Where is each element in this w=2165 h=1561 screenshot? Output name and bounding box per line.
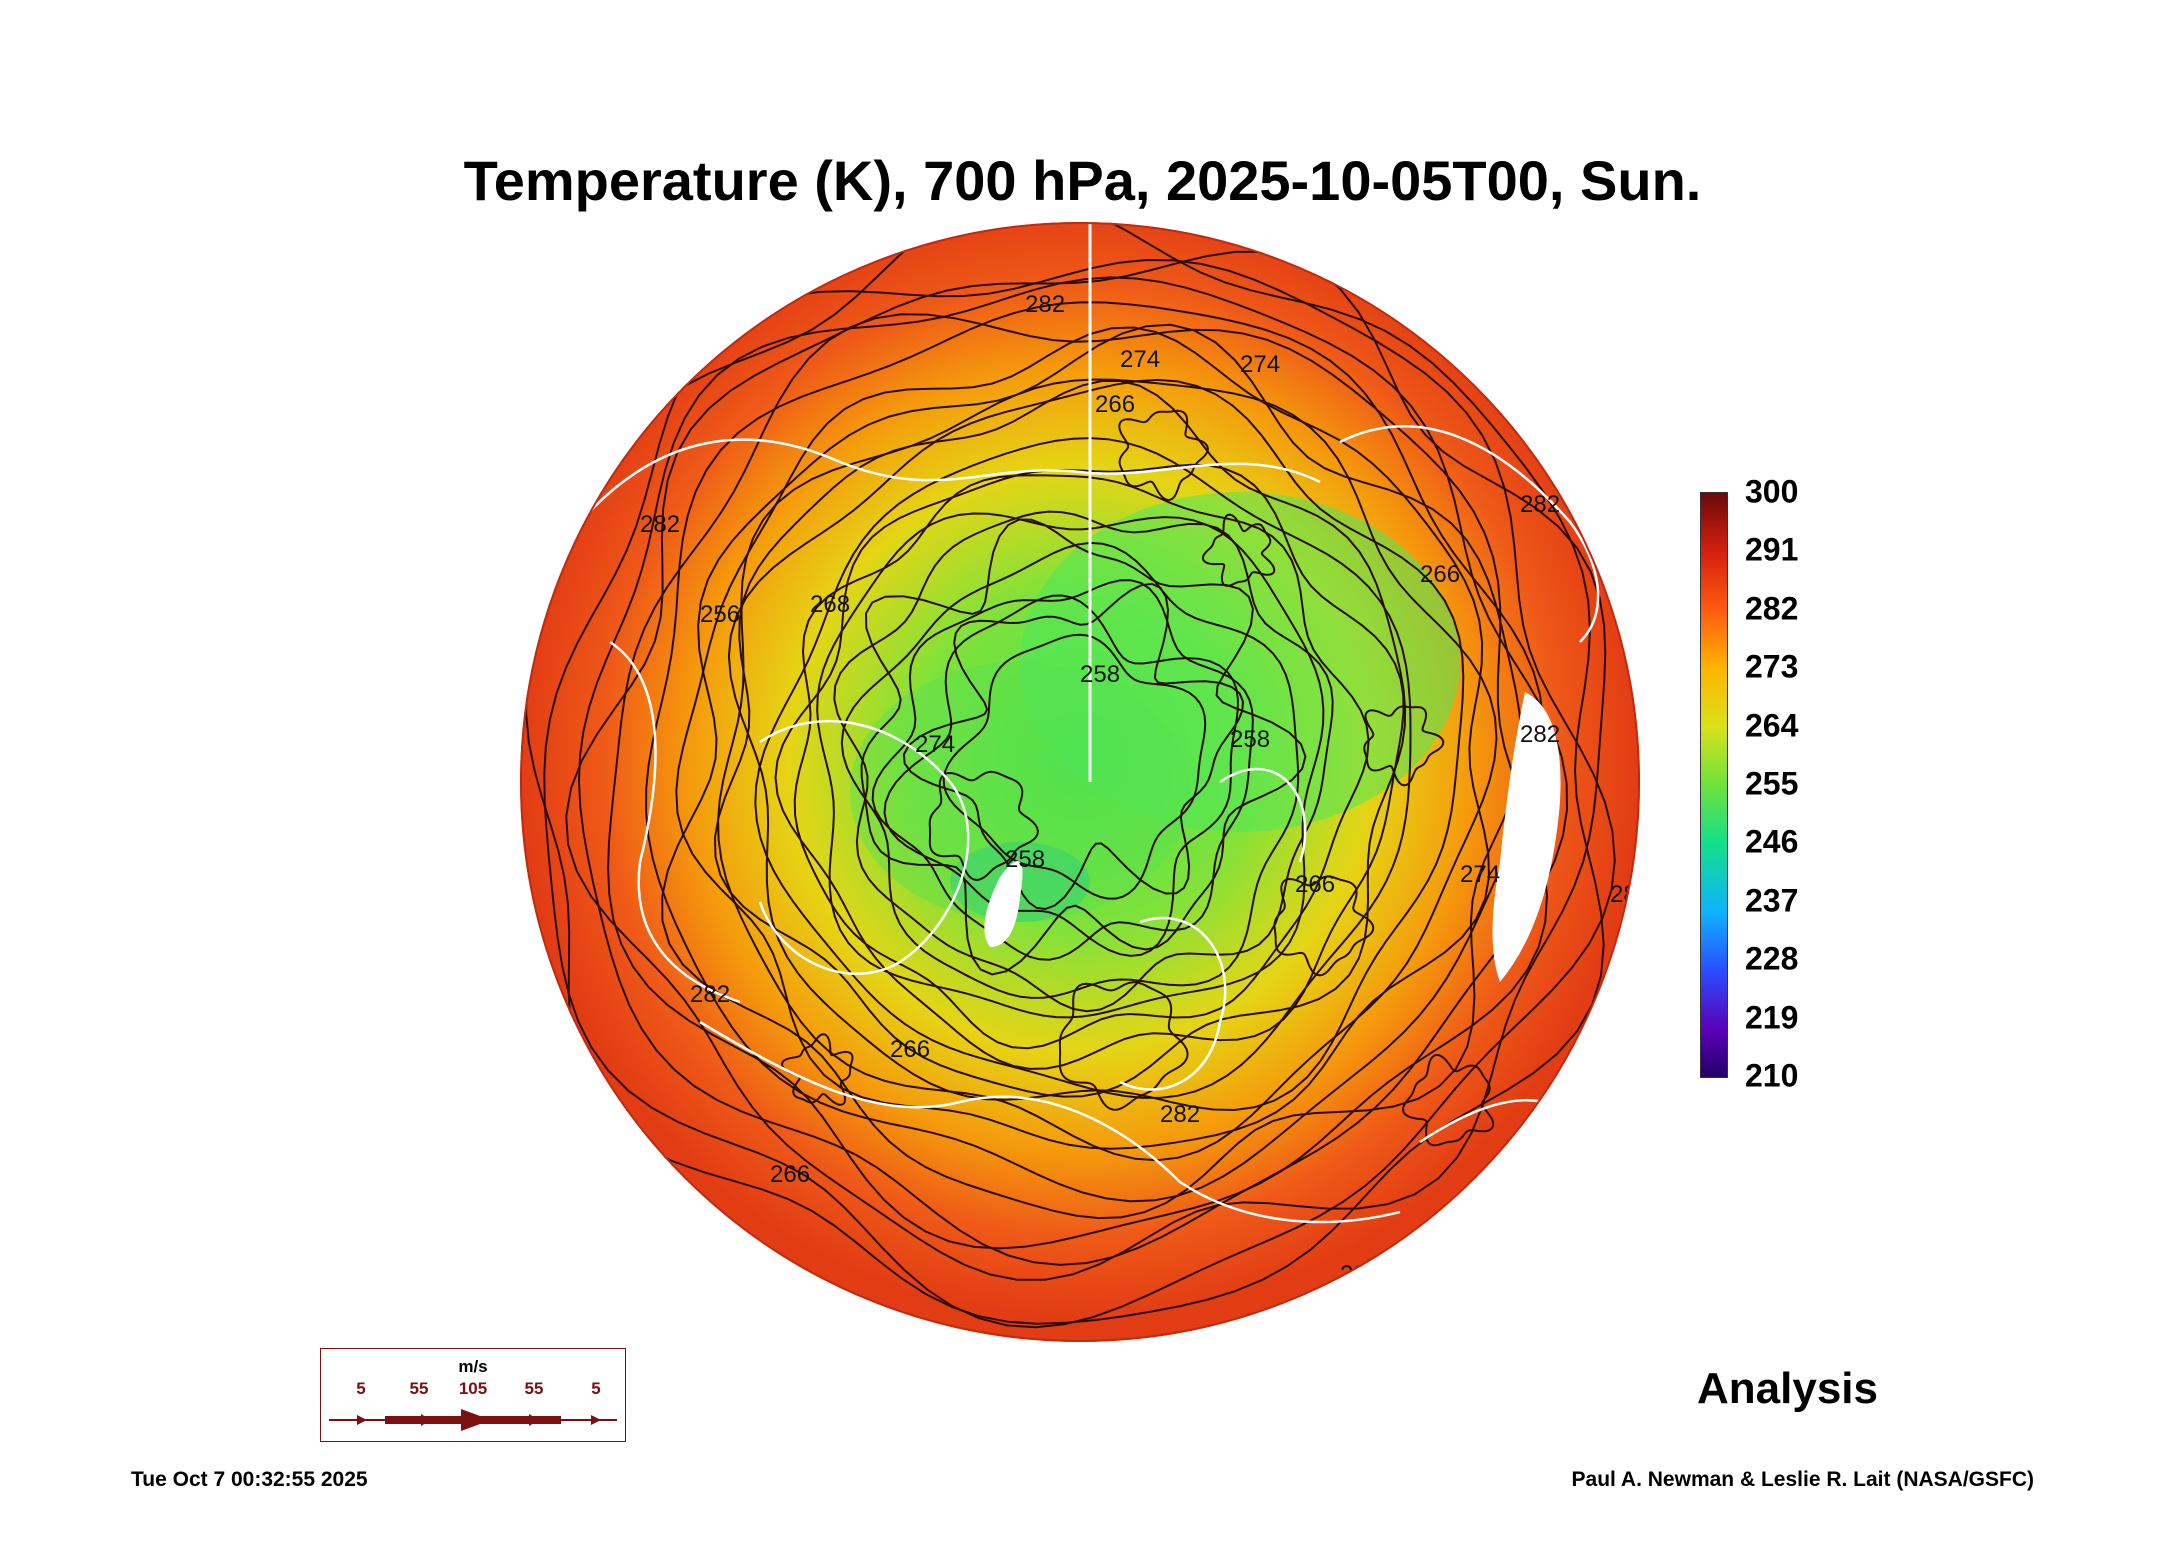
isotherm-line bbox=[577, 276, 1569, 1266]
colorbar-tick-label: 273 bbox=[1745, 648, 1799, 685]
wind-legend-label: 5 bbox=[591, 1379, 601, 1398]
snow-ice-patch bbox=[1492, 692, 1561, 982]
contour-label: 256 bbox=[700, 601, 740, 628]
isotherm-line bbox=[793, 474, 1370, 1050]
contour-label: 266 bbox=[770, 1161, 810, 1188]
isotherm-line bbox=[645, 301, 1545, 1203]
isotherm-line bbox=[860, 518, 1307, 976]
timestamp: Tue Oct 7 00:32:55 2025 bbox=[131, 1468, 368, 1491]
isotherm-line bbox=[816, 512, 1325, 1019]
cold-region bbox=[1020, 492, 1460, 832]
isotherm-line bbox=[675, 326, 1491, 1150]
colorbar-tick-label: 255 bbox=[1745, 765, 1799, 802]
wind-legend-label: 55 bbox=[524, 1379, 544, 1398]
isotherm-line bbox=[840, 541, 1300, 999]
contour-label: 258 bbox=[1080, 661, 1120, 688]
cold-region bbox=[850, 662, 1190, 922]
coastlines bbox=[579, 425, 1600, 1224]
wind-legend-arrows bbox=[329, 1409, 617, 1431]
wind-legend-label: 105 bbox=[458, 1379, 488, 1398]
contour-label: 266 bbox=[1295, 871, 1335, 898]
contour-label: 282 bbox=[1360, 1311, 1400, 1338]
contour-label: 274 bbox=[1240, 351, 1280, 378]
isotherm-line bbox=[1118, 409, 1209, 502]
contour-label: 282 bbox=[1520, 721, 1560, 748]
contour-label: 282 bbox=[1025, 291, 1065, 318]
isotherm-line bbox=[607, 313, 1549, 1250]
isotherm-line bbox=[661, 323, 1523, 1220]
isotherm-line bbox=[883, 594, 1239, 957]
contour-label: 274 bbox=[915, 731, 955, 758]
colorbar-tick-label: 228 bbox=[1745, 940, 1799, 977]
isotherm-line bbox=[833, 510, 1334, 1013]
contour-label: 274 bbox=[1460, 861, 1500, 888]
isotherm-line bbox=[1273, 875, 1375, 977]
contour-label: 282 bbox=[665, 321, 705, 348]
coastline-segment bbox=[1119, 916, 1227, 1091]
analysis-label: Analysis bbox=[1697, 1364, 1878, 1413]
temperature-contours bbox=[525, 222, 1616, 1329]
coastline-segment bbox=[1339, 425, 1600, 643]
wind-legend: m/s 5 55 105 55 5 bbox=[320, 1348, 626, 1442]
chart-title: Temperature (K), 700 hPa, 2025-10-05T00,… bbox=[463, 149, 1702, 212]
wind-legend-label: 5 bbox=[356, 1379, 366, 1398]
colorbar-tick-label: 291 bbox=[1745, 531, 1799, 568]
coastline-segment bbox=[699, 1020, 1401, 1224]
isotherm-line bbox=[1363, 705, 1445, 787]
contour-label: 282 bbox=[1160, 1101, 1200, 1128]
contour-label: 266 bbox=[890, 1036, 930, 1063]
wind-legend-unit: m/s bbox=[458, 1357, 488, 1376]
coastline-segment bbox=[579, 438, 1321, 523]
contour-label: 258 bbox=[1005, 846, 1045, 873]
coastline-segment bbox=[1219, 767, 1307, 863]
contour-label: 258 bbox=[1230, 726, 1270, 753]
colorbar-tick-label: 264 bbox=[1745, 707, 1799, 744]
contour-label: 274 bbox=[1120, 346, 1160, 373]
contour-label: 266 bbox=[1420, 561, 1460, 588]
colorbar-tick-label: 237 bbox=[1745, 882, 1799, 919]
contour-label: 282 bbox=[690, 981, 730, 1008]
colorbar-tick-label: 300 bbox=[1745, 473, 1799, 510]
credit-line: Paul A. Newman & Leslie R. Lait (NASA/GS… bbox=[1571, 1468, 2034, 1491]
isotherm-line bbox=[774, 463, 1405, 1070]
isotherm-line bbox=[1058, 981, 1189, 1111]
colorbar-tick-label: 210 bbox=[1745, 1057, 1799, 1094]
colorbar-tick-label: 282 bbox=[1745, 590, 1799, 627]
isotherm-line bbox=[525, 222, 1605, 1325]
isotherm-line bbox=[543, 258, 1616, 1329]
colorbar-tick-label: 246 bbox=[1745, 823, 1799, 860]
colorbar-tick-label: 219 bbox=[1745, 999, 1799, 1036]
isotherm-line bbox=[717, 378, 1498, 1162]
globe-edge bbox=[520, 222, 1640, 1342]
contour-label: 282 bbox=[640, 511, 680, 538]
contour-label: 282 bbox=[1520, 491, 1560, 518]
isotherm-line bbox=[928, 770, 1039, 882]
colorbar bbox=[1700, 492, 1728, 1078]
polar-map: 282 274 274 266 282 282 268 258 258 266 282 274 256 2… bbox=[520, 222, 1640, 1342]
isotherm-line bbox=[871, 579, 1254, 961]
wind-legend-label: 55 bbox=[409, 1379, 429, 1398]
snow-ice-patch bbox=[984, 861, 1023, 947]
isotherm-line bbox=[565, 250, 1607, 1281]
contour-label: 266 bbox=[1095, 391, 1135, 418]
isotherm-line bbox=[1401, 1053, 1495, 1147]
isotherm-line bbox=[713, 380, 1407, 1098]
isotherm-line bbox=[727, 378, 1465, 1112]
coastline-segment bbox=[758, 720, 970, 976]
coastline-segment bbox=[609, 640, 741, 1004]
contour-label: 268 bbox=[810, 591, 850, 618]
isotherm-line bbox=[942, 633, 1207, 900]
isotherm-line bbox=[1201, 513, 1276, 587]
